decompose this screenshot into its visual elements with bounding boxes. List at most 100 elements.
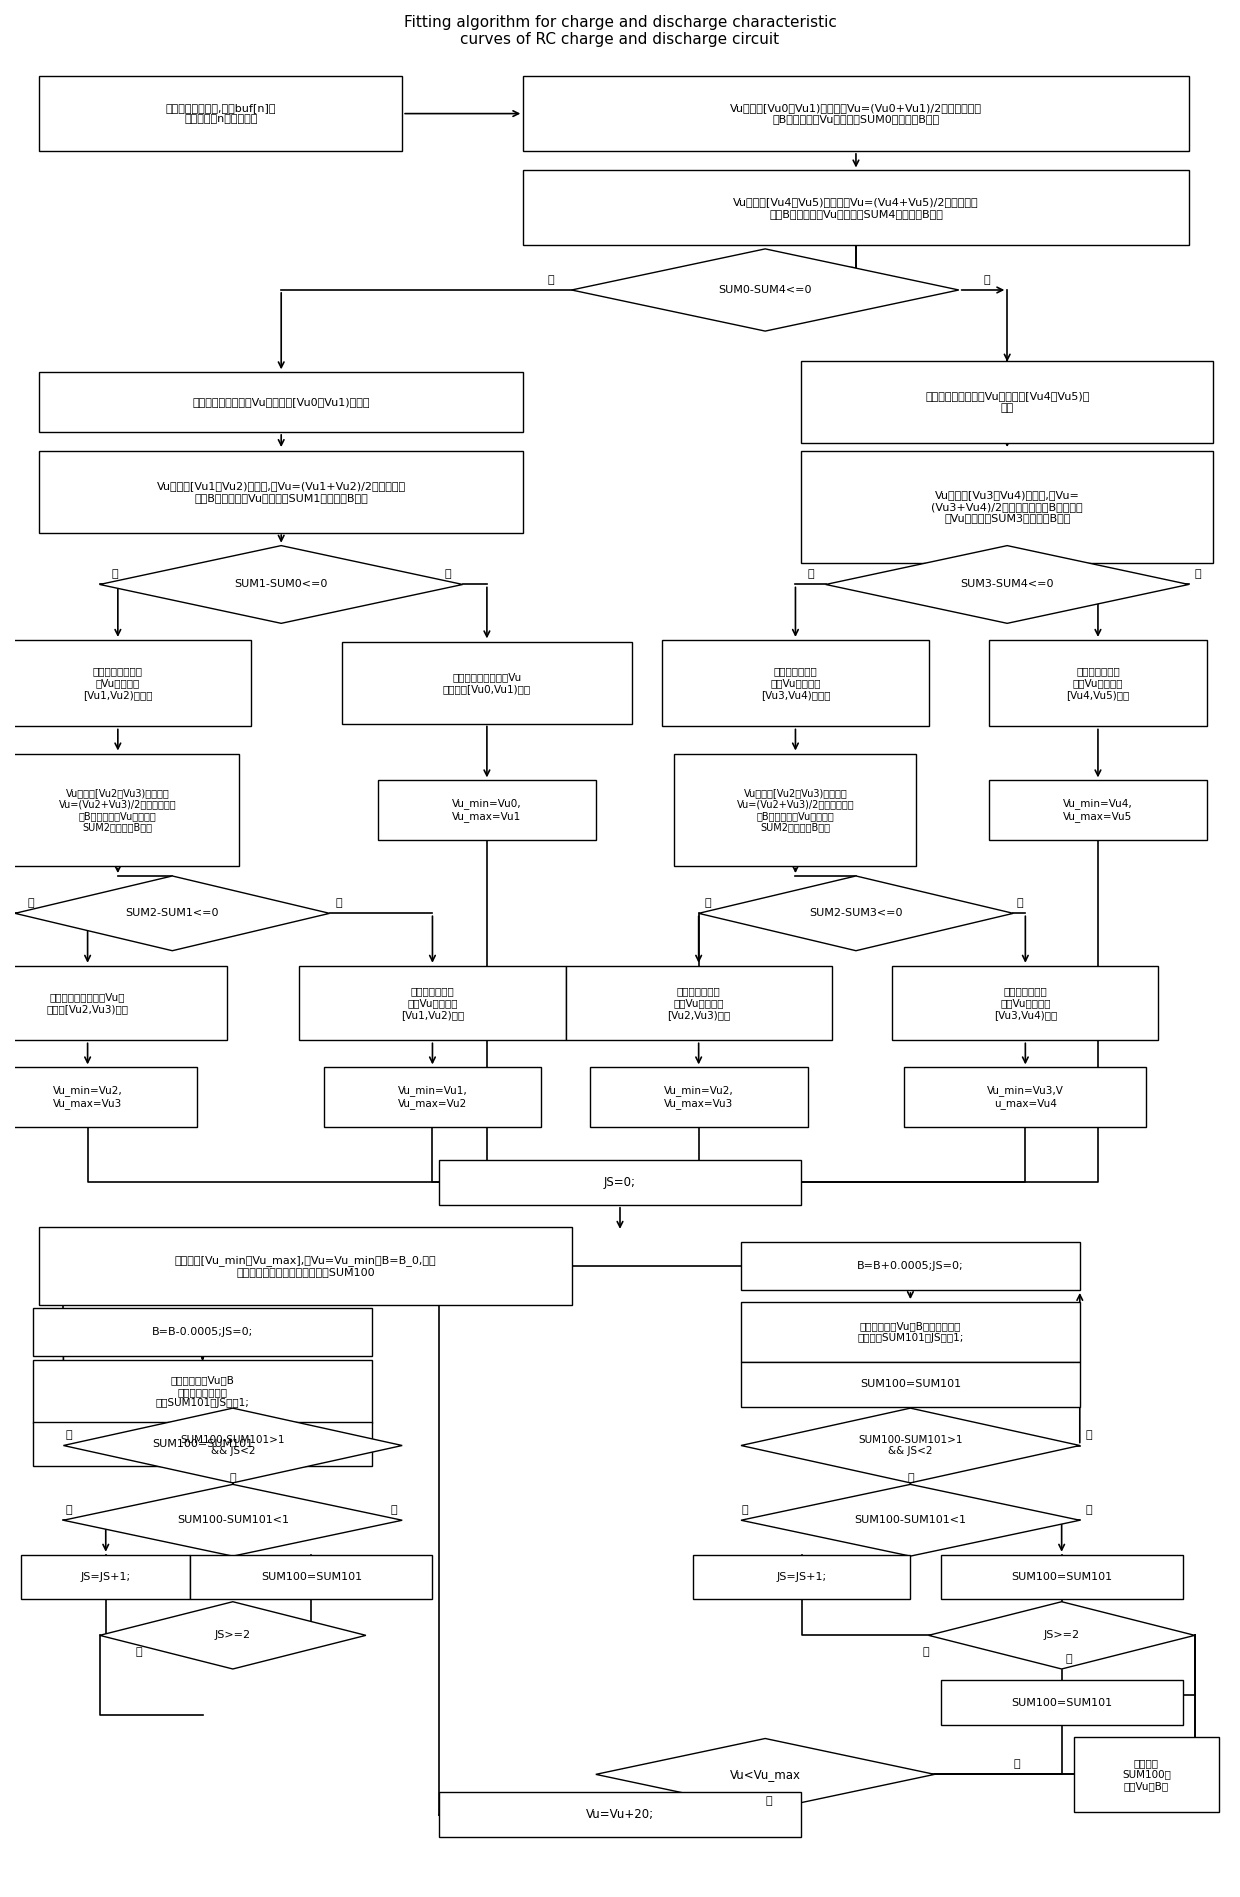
Text: 是: 是 (27, 897, 33, 909)
Text: 充电过程拟合开始,假设buf[n]数
组中存储着n个样本点。: 充电过程拟合开始,假设buf[n]数 组中存储着n个样本点。 (165, 102, 277, 125)
FancyBboxPatch shape (590, 1068, 807, 1127)
Text: SUM100=SUM101: SUM100=SUM101 (153, 1440, 253, 1449)
FancyBboxPatch shape (342, 641, 632, 725)
Text: SUM100-SUM101>1
&& JS<2: SUM100-SUM101>1 && JS<2 (181, 1434, 285, 1457)
Text: JS=0;: JS=0; (604, 1176, 636, 1189)
Text: Vu取区间[Vu1，Vu2)中间值,即Vu=(Vu1+Vu2)/2，通过自动
改变B值求得当前Vu值下最小SUM1值对应的B值。: Vu取区间[Vu1，Vu2)中间值,即Vu=(Vu1+Vu2)/2，通过自动 改… (156, 482, 405, 503)
FancyBboxPatch shape (439, 1159, 801, 1205)
Text: SUM100-SUM101>1
&& JS<2: SUM100-SUM101>1 && JS<2 (858, 1434, 962, 1457)
Text: SUM2-SUM3<=0: SUM2-SUM3<=0 (810, 909, 903, 918)
FancyBboxPatch shape (742, 1301, 1080, 1362)
Text: SUM100-SUM101<1: SUM100-SUM101<1 (177, 1516, 289, 1525)
Polygon shape (742, 1408, 1080, 1483)
FancyBboxPatch shape (990, 780, 1207, 840)
FancyBboxPatch shape (904, 1068, 1146, 1127)
FancyBboxPatch shape (0, 639, 250, 727)
Polygon shape (15, 876, 330, 950)
Text: 否: 否 (1017, 897, 1023, 909)
FancyBboxPatch shape (40, 372, 523, 433)
Text: JS=JS+1;: JS=JS+1; (776, 1573, 827, 1582)
Text: Vu<Vu_max: Vu<Vu_max (729, 1768, 801, 1781)
Text: 是: 是 (1086, 1504, 1092, 1516)
Text: JS>=2: JS>=2 (1044, 1630, 1080, 1641)
FancyBboxPatch shape (0, 755, 239, 867)
FancyBboxPatch shape (1074, 1738, 1219, 1812)
Polygon shape (929, 1601, 1195, 1669)
Text: 否: 否 (391, 1504, 397, 1516)
Text: Vu_min=Vu4,
Vu_max=Vu5: Vu_min=Vu4, Vu_max=Vu5 (1063, 799, 1133, 821)
Text: 否: 否 (1195, 569, 1202, 579)
Text: Vu_min=Vu2,
Vu_max=Vu3: Vu_min=Vu2, Vu_max=Vu3 (53, 1085, 123, 1110)
FancyBboxPatch shape (565, 966, 832, 1040)
Text: 是: 是 (66, 1504, 72, 1516)
FancyBboxPatch shape (742, 1243, 1080, 1290)
Text: Vu_min=Vu1,
Vu_max=Vu2: Vu_min=Vu1, Vu_max=Vu2 (398, 1085, 467, 1110)
Text: JS=JS+1;: JS=JS+1; (81, 1573, 130, 1582)
Text: 是: 是 (704, 897, 712, 909)
Text: 求解出在当前Vu和B条件下，最小
二乘法和SUM101；JS增大1;: 求解出在当前Vu和B条件下，最小 二乘法和SUM101；JS增大1; (857, 1320, 963, 1343)
Text: Vu_min=Vu3,V
u_max=Vu4: Vu_min=Vu3,V u_max=Vu4 (987, 1085, 1064, 1110)
Title: Fitting algorithm for charge and discharge characteristic
curves of RC charge an: Fitting algorithm for charge and dischar… (403, 15, 837, 47)
FancyBboxPatch shape (941, 1681, 1183, 1724)
Text: 否: 否 (229, 1474, 236, 1483)
Text: 是: 是 (765, 1796, 771, 1806)
Text: Vu_min=Vu0,
Vu_max=Vu1: Vu_min=Vu0, Vu_max=Vu1 (453, 799, 522, 821)
FancyBboxPatch shape (941, 1556, 1183, 1599)
Polygon shape (698, 876, 1013, 950)
FancyBboxPatch shape (662, 639, 929, 727)
Text: 否: 否 (983, 275, 990, 285)
Text: B=B+0.0005;JS=0;: B=B+0.0005;JS=0; (857, 1262, 963, 1271)
FancyBboxPatch shape (742, 1362, 1080, 1408)
Text: SUM100=SUM101: SUM100=SUM101 (1011, 1573, 1112, 1582)
FancyBboxPatch shape (990, 639, 1207, 727)
FancyBboxPatch shape (0, 966, 227, 1040)
Text: 否: 否 (1013, 1759, 1019, 1768)
Text: SUM100=SUM101: SUM100=SUM101 (1011, 1698, 1112, 1707)
Text: SUM100=SUM101: SUM100=SUM101 (260, 1573, 362, 1582)
Text: Vu取区间[Vu3，Vu4)中间值,即Vu=
(Vu3+Vu4)/2，通过自动改变B值求得当
前Vu值下最小SUM3值对应的B值。: Vu取区间[Vu3，Vu4)中间值,即Vu= (Vu3+Vu4)/2，通过自动改… (931, 489, 1083, 524)
Text: 否: 否 (136, 1647, 143, 1656)
Text: JS>=2: JS>=2 (215, 1630, 250, 1641)
Text: 否: 否 (445, 569, 451, 579)
FancyBboxPatch shape (324, 1068, 542, 1127)
FancyBboxPatch shape (801, 451, 1213, 563)
FancyBboxPatch shape (40, 76, 402, 152)
Text: 表明实际充电曲
线的Vu值在区间
[Vu3,Vu4)中。: 表明实际充电曲 线的Vu值在区间 [Vu3,Vu4)中。 (993, 986, 1056, 1019)
Text: Vu取区间[Vu4，Vu5)中间值即Vu=(Vu4+Vu5)/2，通过自动
改变B值求得当前Vu值下最小SUM4值对应的B值。: Vu取区间[Vu4，Vu5)中间值即Vu=(Vu4+Vu5)/2，通过自动 改变… (733, 197, 978, 218)
Text: 否: 否 (742, 1504, 748, 1516)
FancyBboxPatch shape (40, 1227, 572, 1305)
FancyBboxPatch shape (693, 1556, 910, 1599)
Polygon shape (572, 249, 959, 332)
FancyBboxPatch shape (675, 755, 916, 867)
FancyBboxPatch shape (439, 1793, 801, 1836)
Text: Vu取区间[Vu2，Vu3)中间值即
Vu=(Vu2+Vu3)/2，通过自动改
变B值求得当前Vu值下最小
SUM2值对应的B值。: Vu取区间[Vu2，Vu3)中间值即 Vu=(Vu2+Vu3)/2，通过自动改 … (60, 787, 176, 833)
Text: 表明实际充电曲
线的Vu值在区间
[Vu2,Vu3)中。: 表明实际充电曲 线的Vu值在区间 [Vu2,Vu3)中。 (667, 986, 730, 1019)
Text: Vu取区间[Vu0，Vu1)中间值即Vu=(Vu0+Vu1)/2，通过自动改
变B值求得当前Vu值下最小SUM0值对应的B值。: Vu取区间[Vu0，Vu1)中间值即Vu=(Vu0+Vu1)/2，通过自动改 变… (730, 102, 982, 125)
Polygon shape (742, 1483, 1080, 1556)
Text: 表明实际充电曲线
的Vu值离区间
[Vu1,Vu2)更近。: 表明实际充电曲线 的Vu值离区间 [Vu1,Vu2)更近。 (83, 666, 153, 700)
Text: SUM0-SUM4<=0: SUM0-SUM4<=0 (718, 285, 812, 296)
FancyBboxPatch shape (299, 966, 565, 1040)
Text: 是: 是 (547, 275, 554, 285)
Text: SUM100=SUM101: SUM100=SUM101 (859, 1379, 961, 1389)
Text: 表明实际充电曲线的Vu值离区间[Vu4，Vu5)更
近。: 表明实际充电曲线的Vu值离区间[Vu4，Vu5)更 近。 (925, 391, 1090, 414)
Text: 返回最终
SUM100对
应的Vu和B值: 返回最终 SUM100对 应的Vu和B值 (1122, 1759, 1171, 1791)
Text: 表明实际充电曲
线的Vu值在区间
[Vu1,Vu2)中。: 表明实际充电曲 线的Vu值在区间 [Vu1,Vu2)中。 (401, 986, 464, 1019)
FancyBboxPatch shape (378, 780, 595, 840)
FancyBboxPatch shape (893, 966, 1158, 1040)
Text: 是: 是 (807, 569, 815, 579)
Polygon shape (826, 546, 1189, 624)
Polygon shape (99, 546, 463, 624)
Text: Vu=Vu+20;: Vu=Vu+20; (587, 1808, 653, 1821)
FancyBboxPatch shape (33, 1307, 372, 1356)
FancyBboxPatch shape (191, 1556, 433, 1599)
Polygon shape (595, 1738, 935, 1810)
Text: B=B-0.0005;JS=0;: B=B-0.0005;JS=0; (153, 1326, 253, 1337)
Text: 表明实际充电曲线的Vu值
在区间[Vu2,Vu3)中。: 表明实际充电曲线的Vu值 在区间[Vu2,Vu3)中。 (47, 992, 129, 1013)
Text: 是: 是 (112, 569, 119, 579)
Text: 否: 否 (908, 1474, 914, 1483)
Text: 表明实际充电曲
线的Vu值在区间
[Vu4,Vu5)中。: 表明实际充电曲 线的Vu值在区间 [Vu4,Vu5)中。 (1066, 666, 1130, 700)
Text: SUM3-SUM4<=0: SUM3-SUM4<=0 (961, 579, 1054, 590)
FancyBboxPatch shape (523, 76, 1189, 152)
FancyBboxPatch shape (523, 171, 1189, 245)
